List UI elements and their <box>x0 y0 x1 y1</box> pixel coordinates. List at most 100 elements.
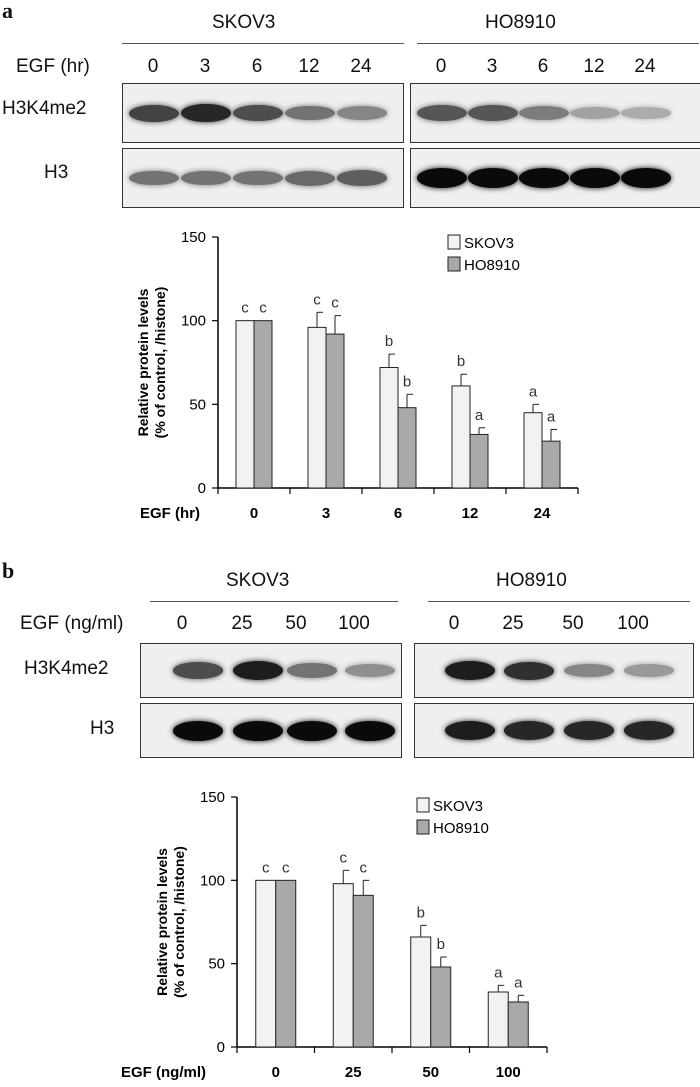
blot-band <box>621 168 671 188</box>
blot-band <box>233 720 283 741</box>
legend-label: HO8910 <box>464 257 520 274</box>
significance-label: c <box>282 859 290 876</box>
condition-label: EGF (hr) <box>16 56 90 77</box>
blot-band <box>621 107 671 119</box>
lane-label: 0 <box>448 613 460 634</box>
blot-band <box>624 721 674 740</box>
significance-label: c <box>340 849 348 866</box>
blot-band <box>287 663 337 678</box>
bar <box>410 936 432 1048</box>
bar <box>451 385 471 489</box>
x-tick-label: 24 <box>534 505 551 522</box>
bar <box>275 879 297 1048</box>
bar <box>541 440 561 489</box>
blot-band <box>233 104 283 122</box>
header-rule-ho8910 <box>417 43 699 44</box>
x-tick-label: 12 <box>462 505 479 522</box>
blot-band <box>287 720 337 741</box>
blot-band <box>504 661 554 680</box>
bar <box>507 1001 529 1048</box>
lane-label: 0 <box>435 56 447 77</box>
significance-label: c <box>241 300 249 317</box>
bar <box>253 320 273 489</box>
y-tick-label: 50 <box>208 956 225 973</box>
y-axis-label: Relative protein levels <box>135 288 151 436</box>
header-rule-skov3 <box>122 43 404 44</box>
bar <box>332 883 354 1048</box>
lane-label: 12 <box>583 56 605 77</box>
y-tick-label: 0 <box>198 480 206 497</box>
x-axis-label: EGF (ng/ml) <box>121 1064 206 1081</box>
blot-row-label: H3K4me2 <box>2 98 87 119</box>
blot-row-label: H3 <box>90 718 115 739</box>
cell-line-header-skov3: SKOV3 <box>226 570 290 591</box>
x-tick-label: 3 <box>322 505 330 522</box>
x-tick-label: 0 <box>272 1064 280 1081</box>
lane-label: 0 <box>176 613 188 634</box>
lane-labels-b: 0 25 50 100 0 25 50 100 <box>0 613 700 637</box>
bar <box>352 894 374 1048</box>
lane-label: 100 <box>617 613 649 634</box>
header-rule-skov3 <box>150 601 398 602</box>
blot-band <box>129 170 179 186</box>
lane-label: 24 <box>350 56 372 77</box>
significance-label: b <box>403 373 411 390</box>
lane-label: 50 <box>285 613 307 634</box>
legend-label: SKOV3 <box>433 798 483 815</box>
cell-line-header-skov3: SKOV3 <box>212 12 276 33</box>
blot-h3k4me2-skov3 <box>140 643 402 698</box>
significance-label: c <box>262 859 270 876</box>
blot-band <box>564 663 614 678</box>
significance-label: a <box>514 974 523 991</box>
blot-band <box>345 664 395 677</box>
blot-band <box>624 664 674 677</box>
x-tick-label: 6 <box>394 505 402 522</box>
legend-label: HO8910 <box>433 820 489 837</box>
lane-label: 6 <box>251 56 263 77</box>
blot-band <box>181 170 231 186</box>
bar-chart-a: 0 50 100 150 0 3 6 12 24 EGF (hr) Relative protein… <box>135 229 579 522</box>
legend-swatch <box>416 797 430 813</box>
x-tick-label: 50 <box>422 1064 439 1081</box>
blot-band <box>519 168 569 188</box>
blot-band <box>233 170 283 186</box>
legend-label: SKOV3 <box>464 235 514 252</box>
panel-letter-a: a <box>2 0 13 23</box>
bar <box>235 320 255 489</box>
significance-label: c <box>313 291 321 308</box>
significance-label: a <box>494 964 503 981</box>
y-tick-label: 100 <box>181 313 206 330</box>
y-tick-label: 50 <box>189 396 206 413</box>
legend-swatch <box>447 234 461 250</box>
blot-h3-skov3 <box>140 703 402 758</box>
bar-chart-b: 0 50 100 150 0 25 50 100 EGF (ng/ml) Relative pro… <box>121 789 548 1081</box>
lane-label: 25 <box>502 613 524 634</box>
bar <box>487 991 509 1048</box>
bar <box>397 407 417 489</box>
lane-label: 24 <box>634 56 656 77</box>
significance-label: b <box>457 353 465 370</box>
blot-h3k4me2-ho8910 <box>410 83 700 143</box>
x-tick-label: 0 <box>250 505 258 522</box>
bar <box>430 966 452 1048</box>
bar <box>307 326 327 489</box>
blot-h3-ho8910 <box>414 703 694 758</box>
blot-row-label: H3 <box>44 162 69 183</box>
blot-band <box>445 661 495 680</box>
significance-label: b <box>417 904 425 921</box>
cell-line-header-ho8910: HO8910 <box>485 12 556 33</box>
blot-band <box>417 168 467 188</box>
blot-band <box>504 721 554 740</box>
significance-label: c <box>360 859 368 876</box>
legend-swatch <box>447 256 461 272</box>
cell-line-header-ho8910: HO8910 <box>496 570 567 591</box>
significance-label: c <box>331 295 339 312</box>
blot-h3-ho8910 <box>410 148 700 208</box>
y-tick-label: 150 <box>200 789 225 806</box>
blot-h3k4me2-ho8910 <box>414 643 694 698</box>
lane-label: 3 <box>486 56 498 77</box>
header-rule-ho8910 <box>428 601 690 602</box>
lane-label: 3 <box>199 56 211 77</box>
bar <box>325 333 345 489</box>
blot-band <box>337 170 387 186</box>
